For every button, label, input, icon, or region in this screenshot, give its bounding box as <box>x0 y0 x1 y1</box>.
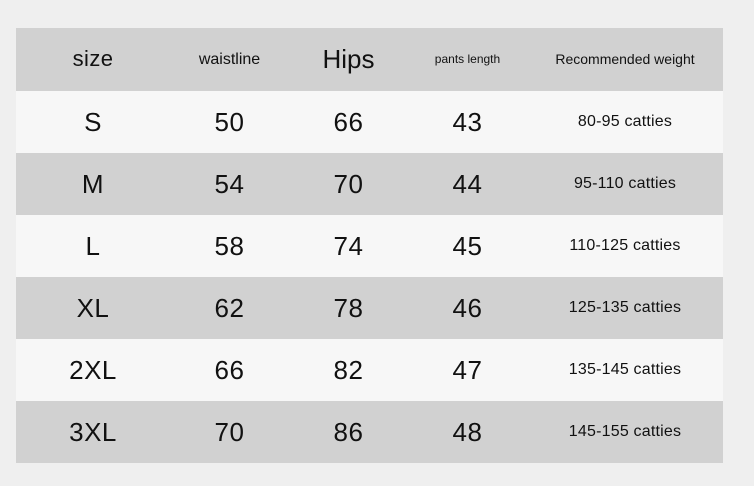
cell-pants-length: 43 <box>452 106 483 137</box>
cell-waistline: 58 <box>214 230 245 261</box>
cell-recommended-weight: 125-135 catties <box>568 299 682 317</box>
cell-recommended-weight: 135-145 catties <box>568 361 682 379</box>
cell-size: L <box>85 230 101 261</box>
cell-size: S <box>84 106 102 137</box>
column-header-recommended-weight: Recommended weight <box>555 50 695 67</box>
cell-waistline: 62 <box>214 292 245 323</box>
table-row: 3XL 70 86 48 145-155 catties <box>16 401 723 463</box>
cell-waistline: 50 <box>214 106 245 137</box>
cell-hips: 82 <box>333 354 364 385</box>
cell-recommended-weight: 95-110 catties <box>573 175 677 193</box>
table-row: 2XL 66 82 47 135-145 catties <box>16 339 723 401</box>
cell-pants-length: 46 <box>452 292 483 323</box>
cell-size: M <box>81 168 105 199</box>
cell-pants-length: 44 <box>452 168 483 199</box>
size-chart-table: size waistline Hips pants length Recomme… <box>16 28 723 463</box>
table-row: M 54 70 44 95-110 catties <box>16 153 723 215</box>
column-header-waistline: waistline <box>198 50 261 68</box>
cell-pants-length: 47 <box>452 354 483 385</box>
cell-recommended-weight: 110-125 catties <box>569 237 681 255</box>
cell-waistline: 70 <box>214 416 245 447</box>
table-header-row: size waistline Hips pants length Recomme… <box>16 28 723 91</box>
cell-size: 3XL <box>69 416 117 447</box>
cell-hips: 70 <box>333 168 364 199</box>
cell-size: XL <box>76 292 110 323</box>
cell-hips: 74 <box>333 230 364 261</box>
column-header-hips: Hips <box>322 44 375 75</box>
cell-hips: 66 <box>333 106 364 137</box>
cell-hips: 86 <box>333 416 364 447</box>
cell-recommended-weight: 80-95 catties <box>577 113 673 131</box>
table-row: S 50 66 43 80-95 catties <box>16 91 723 153</box>
size-chart-container: size waistline Hips pants length Recomme… <box>16 28 723 463</box>
cell-recommended-weight: 145-155 catties <box>568 423 682 441</box>
table-row: L 58 74 45 110-125 catties <box>16 215 723 277</box>
cell-pants-length: 45 <box>452 230 483 261</box>
table-header: size waistline Hips pants length Recomme… <box>16 28 723 91</box>
cell-waistline: 66 <box>214 354 245 385</box>
table-body: S 50 66 43 80-95 catties M 54 70 44 95-1… <box>16 91 723 463</box>
table-row: XL 62 78 46 125-135 catties <box>16 277 723 339</box>
cell-hips: 78 <box>333 292 364 323</box>
cell-pants-length: 48 <box>452 416 483 447</box>
column-header-size: size <box>72 46 114 72</box>
column-header-pants-length: pants length <box>434 51 501 66</box>
cell-size: 2XL <box>69 354 117 385</box>
cell-waistline: 54 <box>214 168 245 199</box>
